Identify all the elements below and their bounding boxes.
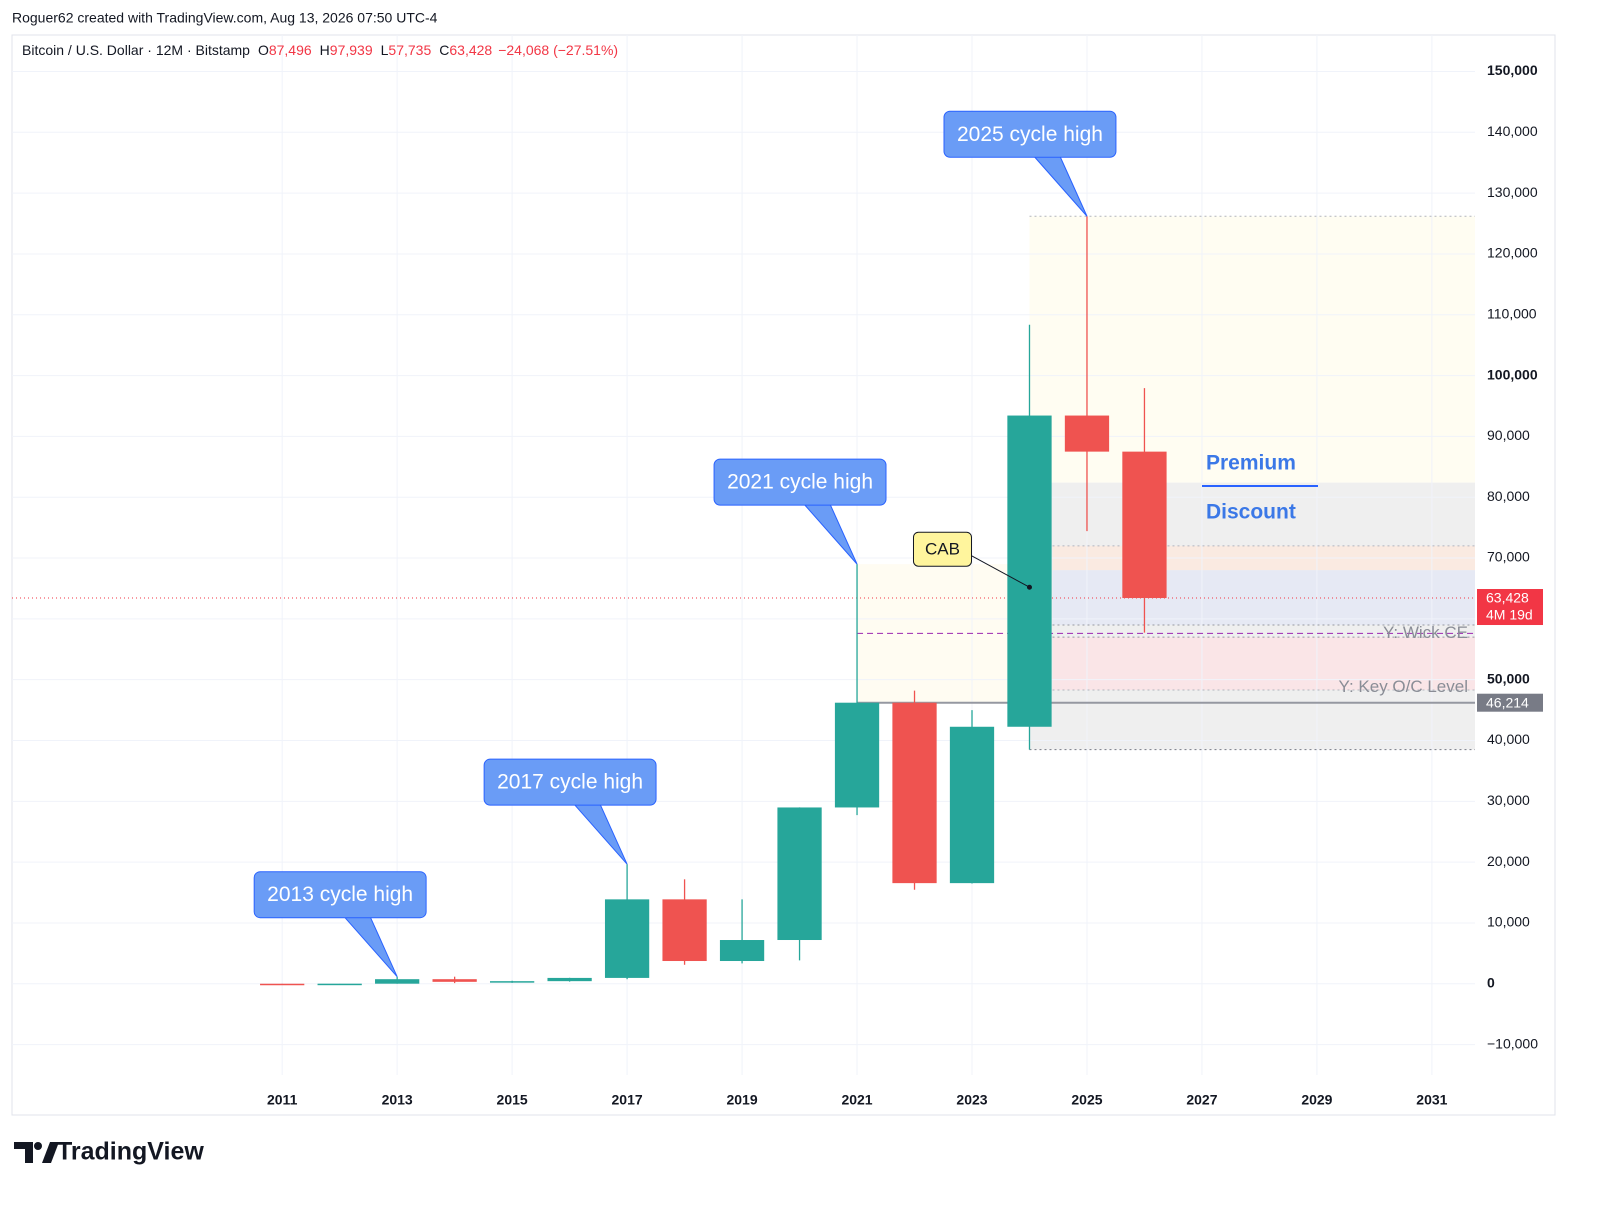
y-tick-label: 100,000 [1487, 366, 1538, 382]
candle-body [1122, 451, 1167, 599]
x-tick-label: 2017 [612, 1092, 643, 1108]
callout: 2021 cycle high [713, 458, 887, 565]
candle-body [375, 979, 420, 984]
callout-text: 2021 cycle high [727, 471, 873, 494]
price-label-box [1477, 693, 1543, 712]
candle-body [1064, 415, 1110, 452]
credit: Roguer62 created with TradingView.com, A… [12, 10, 438, 26]
legend-value: 97,939 [330, 42, 373, 58]
callout-pointer [343, 916, 398, 978]
callout-box [253, 871, 427, 919]
callout-pointer [803, 503, 858, 565]
premium-label: Premium [1206, 452, 1296, 475]
price-label: 63,428 [1486, 590, 1529, 606]
legend-key: H [320, 42, 330, 58]
y-tick-label: 90,000 [1487, 427, 1530, 443]
legend-value: 87,496 [269, 42, 312, 58]
candle-body [547, 977, 592, 982]
chart-frame [11, 34, 1556, 1116]
callout-box [713, 458, 887, 506]
legend-key: O [258, 42, 269, 58]
x-tick-label: 2029 [1301, 1092, 1332, 1108]
price-label: 46,214 [1486, 694, 1529, 710]
y-tick-label: 80,000 [1487, 488, 1530, 504]
y-tick-label: 20,000 [1487, 853, 1530, 869]
x-tick-label: 2011 [267, 1092, 298, 1108]
candle-body [777, 807, 822, 941]
x-tick-label: 2013 [382, 1092, 413, 1108]
legend-title: Bitcoin / U.S. Dollar · 12M · Bitstamp [22, 42, 250, 58]
legend-value: 57,735 [388, 42, 431, 58]
y-tick-label: 50,000 [1487, 670, 1530, 686]
levels: Y: Wick CE Y: Key O/C Level [12, 215, 1475, 751]
x-tick-label: 2027 [1186, 1092, 1217, 1108]
price-label-box [1477, 589, 1543, 626]
y-tick-label: 130,000 [1487, 184, 1538, 200]
callout: 2013 cycle high [253, 871, 427, 978]
y-tick-label: 110,000 [1487, 305, 1537, 321]
y-tick-label: 40,000 [1487, 731, 1530, 747]
callout-pointer [1033, 155, 1088, 217]
note-connector [970, 554, 1030, 588]
callout-text: 2017 cycle high [497, 771, 643, 794]
brand-logo [14, 1142, 59, 1163]
callout-text: 2013 cycle high [267, 883, 413, 906]
candle-body [949, 726, 995, 884]
candle-body [432, 979, 477, 982]
note-anchor [1026, 584, 1032, 590]
candle-body [834, 702, 880, 808]
x-tick-label: 2025 [1071, 1092, 1102, 1108]
y-tick-label: 10,000 [1487, 914, 1530, 930]
candles [260, 216, 1167, 986]
legend-key: L [381, 42, 389, 58]
axes: −10,000010,00020,00030,00040,00050,00060… [267, 62, 1543, 1108]
grid [12, 35, 1475, 1075]
candle-body [662, 899, 707, 962]
legend: Bitcoin / U.S. Dollar · 12M · Bitstamp O8… [22, 42, 618, 58]
legend-change: −24,068 (−27.51%) [498, 42, 618, 58]
y-tick-label: 140,000 [1487, 123, 1538, 139]
note-box [912, 531, 972, 567]
callout-pointer [573, 803, 628, 865]
candle-body [1007, 415, 1052, 727]
legend-key: C [439, 42, 449, 58]
discount-label: Discount [1206, 501, 1296, 524]
y-tick-label: −10,000 [1487, 1035, 1538, 1051]
x-tick-label: 2031 [1416, 1092, 1447, 1108]
candle-body [489, 981, 535, 983]
note-text: CAB [925, 540, 960, 559]
zone [1052, 637, 1475, 691]
y-tick-label: 30,000 [1487, 792, 1530, 808]
candle-body [604, 899, 650, 978]
y-tick-label: 70,000 [1487, 549, 1530, 565]
x-tick-label: 2021 [841, 1092, 872, 1108]
candle-body [892, 702, 937, 884]
y-tick-label: 150,000 [1487, 62, 1538, 78]
candle-body [317, 983, 362, 986]
brand: TradingView [57, 1138, 204, 1166]
level-label: Y: Wick CE [1383, 623, 1468, 642]
callout-box [943, 110, 1117, 158]
x-tick-label: 2015 [497, 1092, 528, 1108]
x-tick-label: 2023 [956, 1092, 987, 1108]
zone [1052, 570, 1475, 625]
candle-body [260, 983, 305, 986]
x-tick-label: 2019 [726, 1092, 757, 1108]
legend-value: 63,428 [449, 42, 492, 58]
y-tick-label: 120,000 [1487, 245, 1538, 261]
candle-body [719, 940, 765, 962]
callout: 2017 cycle high [483, 758, 657, 865]
level-label: Y: Key O/C Level [1339, 677, 1468, 696]
callout-box [483, 758, 657, 806]
callout-text: 2025 cycle high [957, 123, 1103, 146]
annotations: 2013 cycle high 2017 cycle high 2021 cycle… [253, 110, 1117, 978]
callout: 2025 cycle high [943, 110, 1117, 217]
y-tick-label: 0 [1487, 974, 1495, 990]
price-label-countdown: 4M 19d [1486, 607, 1533, 623]
